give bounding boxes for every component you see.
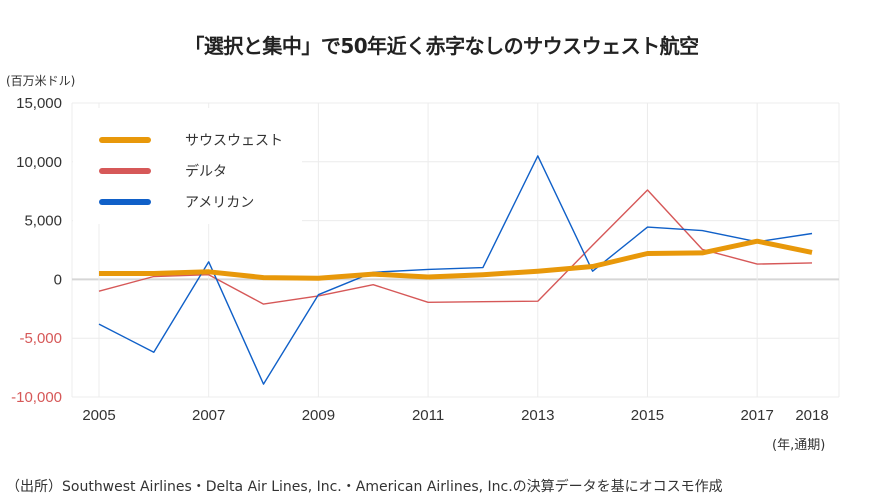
y-tick-label: 15,000 — [16, 95, 62, 112]
y-tick-label: -5,000 — [19, 330, 62, 347]
y-tick-label: 10,000 — [16, 154, 62, 171]
legend-label: アメリカン — [185, 195, 254, 211]
grid-lines — [71, 102, 840, 398]
series-lines — [98, 155, 813, 385]
y-tick-label: -10,000 — [11, 389, 62, 406]
series-line-0 — [99, 238, 813, 281]
x-tick-label: 2011 — [412, 407, 444, 424]
x-tick-label: 2013 — [521, 407, 554, 424]
x-axis-ticks: 2005 2007 2009 2011 2013 2015 2017 2018 — [82, 407, 828, 424]
x-tick-label: 2007 — [192, 407, 225, 424]
x-tick-label: 2009 — [302, 407, 335, 424]
source-note: （出所）Southwest Airlines・Delta Air Lines, … — [6, 479, 723, 495]
series-line-2 — [98, 155, 813, 385]
y-tick-label: 0 — [54, 271, 62, 288]
legend-label: サウスウェスト — [185, 133, 283, 149]
x-tick-label: 2015 — [631, 407, 664, 424]
series-line-1 — [98, 189, 813, 305]
x-tick-label: 2017 — [740, 407, 773, 424]
y-tick-label: 5,000 — [24, 213, 62, 230]
chart-title: 「選択と集中」で50年近く赤字なしのサウスウェスト航空 — [184, 34, 699, 58]
y-axis-unit-label: (百万米ドル) — [6, 74, 76, 88]
x-axis-unit-label: (年,通期) — [772, 438, 826, 453]
y-axis-ticks: 15,000 10,000 5,000 0 -5,000 -10,000 — [11, 95, 62, 406]
legend-label: デルタ — [185, 163, 227, 180]
x-tick-label: 2018 — [795, 407, 828, 424]
x-tick-label: 2005 — [82, 407, 115, 424]
